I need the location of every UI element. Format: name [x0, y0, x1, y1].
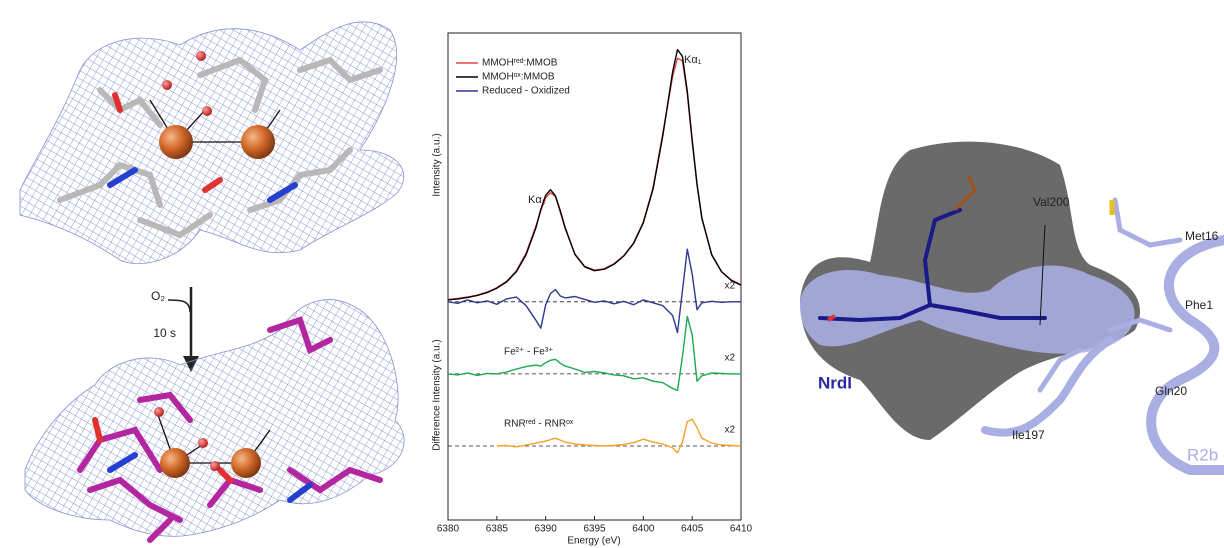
x-tick-label: 6380 — [437, 524, 460, 535]
protein-structure — [800, 141, 1224, 475]
spectrum-line — [447, 248, 741, 334]
residue-label: Phe1 — [1185, 298, 1213, 312]
legend-label: Reduced - Oxidized — [482, 86, 570, 97]
x-tick-label: 6395 — [583, 524, 606, 535]
x-tick-label: 6410 — [730, 524, 753, 535]
structure-oxidized — [19, 21, 405, 264]
x-tick-label: 6400 — [632, 524, 655, 535]
peak-label: Kα₂ — [528, 194, 546, 206]
y-axis-label: Difference Intensity (a.u.) — [432, 339, 443, 451]
legend-label: MMOHʳᵉᵈ:MMOB — [482, 58, 558, 69]
series-label: Fe²⁺ - Fe³⁺ — [504, 347, 553, 358]
residue-label: Val200 — [1033, 195, 1070, 209]
residue-label: Ile197 — [1012, 428, 1045, 442]
time-label: 10 s — [153, 326, 176, 340]
x-tick-label: 6405 — [681, 524, 704, 535]
scale-label: x2 — [724, 425, 735, 436]
legend-label: MMOHᵒˣ:MMOB — [482, 72, 555, 83]
series-label: RNRʳᵉᵈ - RNRᵒˣ — [504, 419, 574, 430]
residue-label: Met16 — [1185, 229, 1219, 243]
y-axis-label: Intensity (a.u.) — [432, 133, 443, 196]
peak-label: Kα₁ — [684, 54, 702, 66]
residue-label: Gln20 — [1155, 384, 1187, 398]
spectrum-line — [447, 48, 742, 301]
protein-label: NrdI — [818, 373, 852, 392]
spectrum-line — [496, 418, 742, 454]
plot-frame — [447, 32, 742, 521]
structure-reduced — [24, 299, 405, 543]
spectrum-line — [447, 315, 741, 392]
scale-label: x2 — [724, 353, 735, 364]
protein-label: R2b — [1187, 445, 1218, 464]
x-tick-label: 6390 — [535, 524, 558, 535]
x-axis-label: Energy (eV) — [567, 536, 620, 547]
x-tick-label: 6385 — [486, 524, 509, 535]
scale-label: x2 — [724, 280, 735, 291]
reagent-label: O₂ — [151, 289, 165, 303]
